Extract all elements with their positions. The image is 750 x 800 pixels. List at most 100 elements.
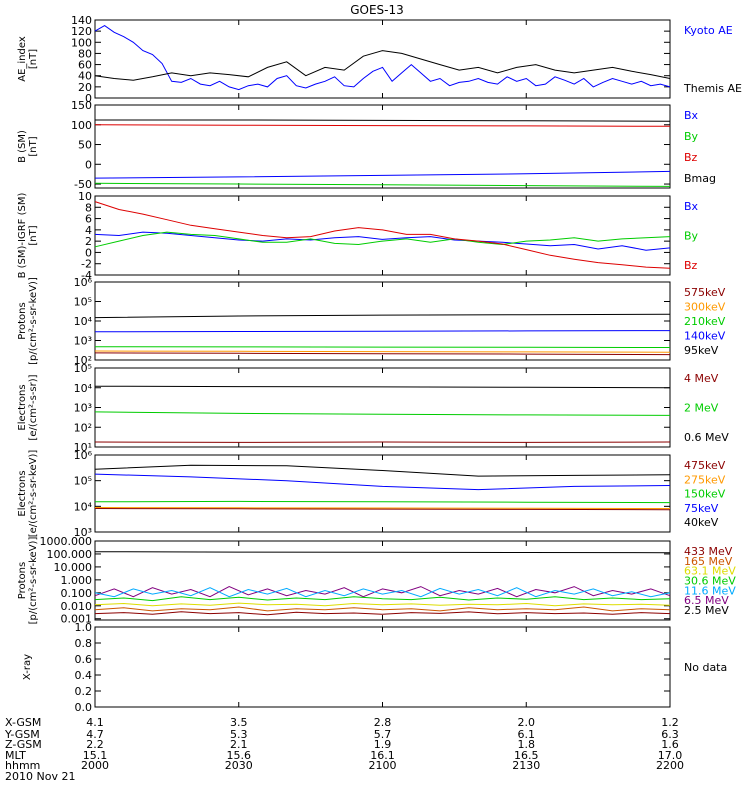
series-line-2-mev [94,411,671,416]
legend-entry: 150keV [684,488,726,501]
legend-entry: Themis AE [683,82,742,95]
y-tick-label: 120 [71,25,92,38]
y-tick-label: 20 [78,81,92,94]
legend-entry: 165 MeV [684,555,733,568]
legend-entry: 75keV [684,502,719,515]
y-tick-label: -4 [81,269,92,282]
legend-entry: By [684,130,699,143]
y-tick-label: 0.2 [75,685,93,698]
series-line-475kev [94,508,671,511]
y-axis-label: [nT] [28,49,39,69]
x-tick-value: 1.6 [661,738,679,751]
x-tick-value: 5.3 [230,728,248,741]
legend-entry: 210keV [684,315,726,328]
y-tick-label: 10⁵ [74,362,92,375]
y-axis-label: B (SM)-IGRF (SM) [17,193,28,279]
x-tick-value: 2200 [656,759,684,772]
y-tick-label: 0.100 [61,587,93,600]
y-axis-label: Protons [17,562,28,599]
legend-entry: 140keV [684,330,726,343]
y-tick-label: 0.001 [61,613,93,626]
legend-entry: Bz [684,151,698,164]
panel-7: 0.0010.0100.1001.00010.000100.0001000.00… [17,535,736,626]
series-line-2-5-mev [94,551,671,554]
y-tick-label: 0.4 [75,669,93,682]
series-line-by [94,231,671,248]
panel-frame [94,454,671,533]
y-tick-label: 60 [78,59,92,72]
series-line-165-mev [94,606,671,612]
legend-entry: By [684,230,699,243]
y-axis-label: Electrons [17,384,28,430]
series-line-575kev [94,352,671,356]
panel-frame [94,281,671,361]
legend-entry: Bmag [684,172,716,185]
y-tick-label: 10² [74,421,92,434]
panel-frame [94,195,671,276]
legend-entry: 0.6 MeV [684,431,729,444]
legend-entry: 4 MeV [684,372,719,385]
series-line-210kev [94,346,671,348]
x-tick-value: 4.7 [86,728,104,741]
x-tick-value: 6.3 [661,728,679,741]
panel-2: -50 0 50 100 150 B (SM) [nT] Bx By Bz Bmag [17,99,716,191]
y-axis-label: [e/(cm²-s-sr)] [28,374,39,440]
x-tick-value: 2000 [81,759,109,772]
y-tick-label: 10⁵ [74,296,92,309]
y-axis-label: B (SM) [17,130,28,163]
x-tick-value: 1.8 [518,738,536,751]
y-tick-label: 0 [85,158,92,171]
legend-entry: 63.1 MeV [684,565,736,578]
y-tick-label: 0.8 [75,637,93,650]
y-tick-label: 8 [85,201,92,214]
y-tick-label: 100 [71,36,92,49]
y-tick-label: 10⁴ [74,382,93,395]
y-tick-label: 0.6 [75,653,93,666]
y-axis-label: [nT] [28,136,39,156]
y-tick-label: 6 [85,213,92,226]
series-line-433-mev [94,611,671,616]
y-tick-label: 10¹ [74,441,92,454]
x-tick-value: 2.0 [518,716,536,729]
y-tick-label: 10³ [74,526,92,539]
x-row-label: Y-GSM [4,728,40,741]
y-tick-label: 100.000 [47,548,93,561]
legend-entry: No data [684,661,727,674]
panel-4: 10² 10³ 10⁴ 10⁵ 10⁶ Protons [p/(cm²-s-sr-keV)]… [17,276,726,367]
legend-entry: Kyoto AE [684,24,733,37]
y-tick-label: 10² [74,354,92,367]
y-tick-label: 0.0 [75,701,93,714]
x-tick-value: 1.9 [374,738,392,751]
x-row-label: MLT [5,749,26,762]
x-row-label: X-GSM [5,716,41,729]
series-line-140kev [94,330,671,333]
series-line-bmag [95,119,671,122]
x-tick-value: 2100 [369,759,397,772]
y-axis-label: X-ray [22,654,33,680]
y-tick-label: 10⁴ [74,500,93,513]
y-tick-label: 100 [71,119,92,132]
legend-entry: 40keV [684,516,719,529]
legend-entry: 433 MeV [684,545,733,558]
y-tick-label: 80 [78,47,92,60]
y-tick-label: 1000.000 [40,535,93,548]
series-line-63-1-mev [94,602,671,607]
chart-title: GOES-13 [350,3,404,17]
y-tick-label: 10³ [74,402,92,415]
y-axis-label: [p/(cm²-s-sr-keV)] [28,537,39,625]
y-tick-label: 10.000 [54,561,93,574]
y-tick-label: 10 [78,190,92,203]
legend-entry: Bz [684,259,698,272]
x-tick-value: 2030 [225,759,253,772]
panel-8: 0.0 0.2 0.4 0.6 0.8 1.0 X-ray No data [22,621,727,714]
y-tick-label: 10⁶ [74,276,93,289]
series-line-0-6-mev [94,385,671,389]
panel-5: 10¹ 10² 10³ 10⁴ 10⁵ Electrons [e/(cm²-s-sr)] 4 … [17,362,729,454]
y-axis-label: [nT] [28,225,39,245]
y-axis-label: Protons [17,302,28,339]
y-axis-label: AE_index [17,36,28,82]
panel-frame [94,19,671,99]
series-line-40kev [94,464,671,477]
